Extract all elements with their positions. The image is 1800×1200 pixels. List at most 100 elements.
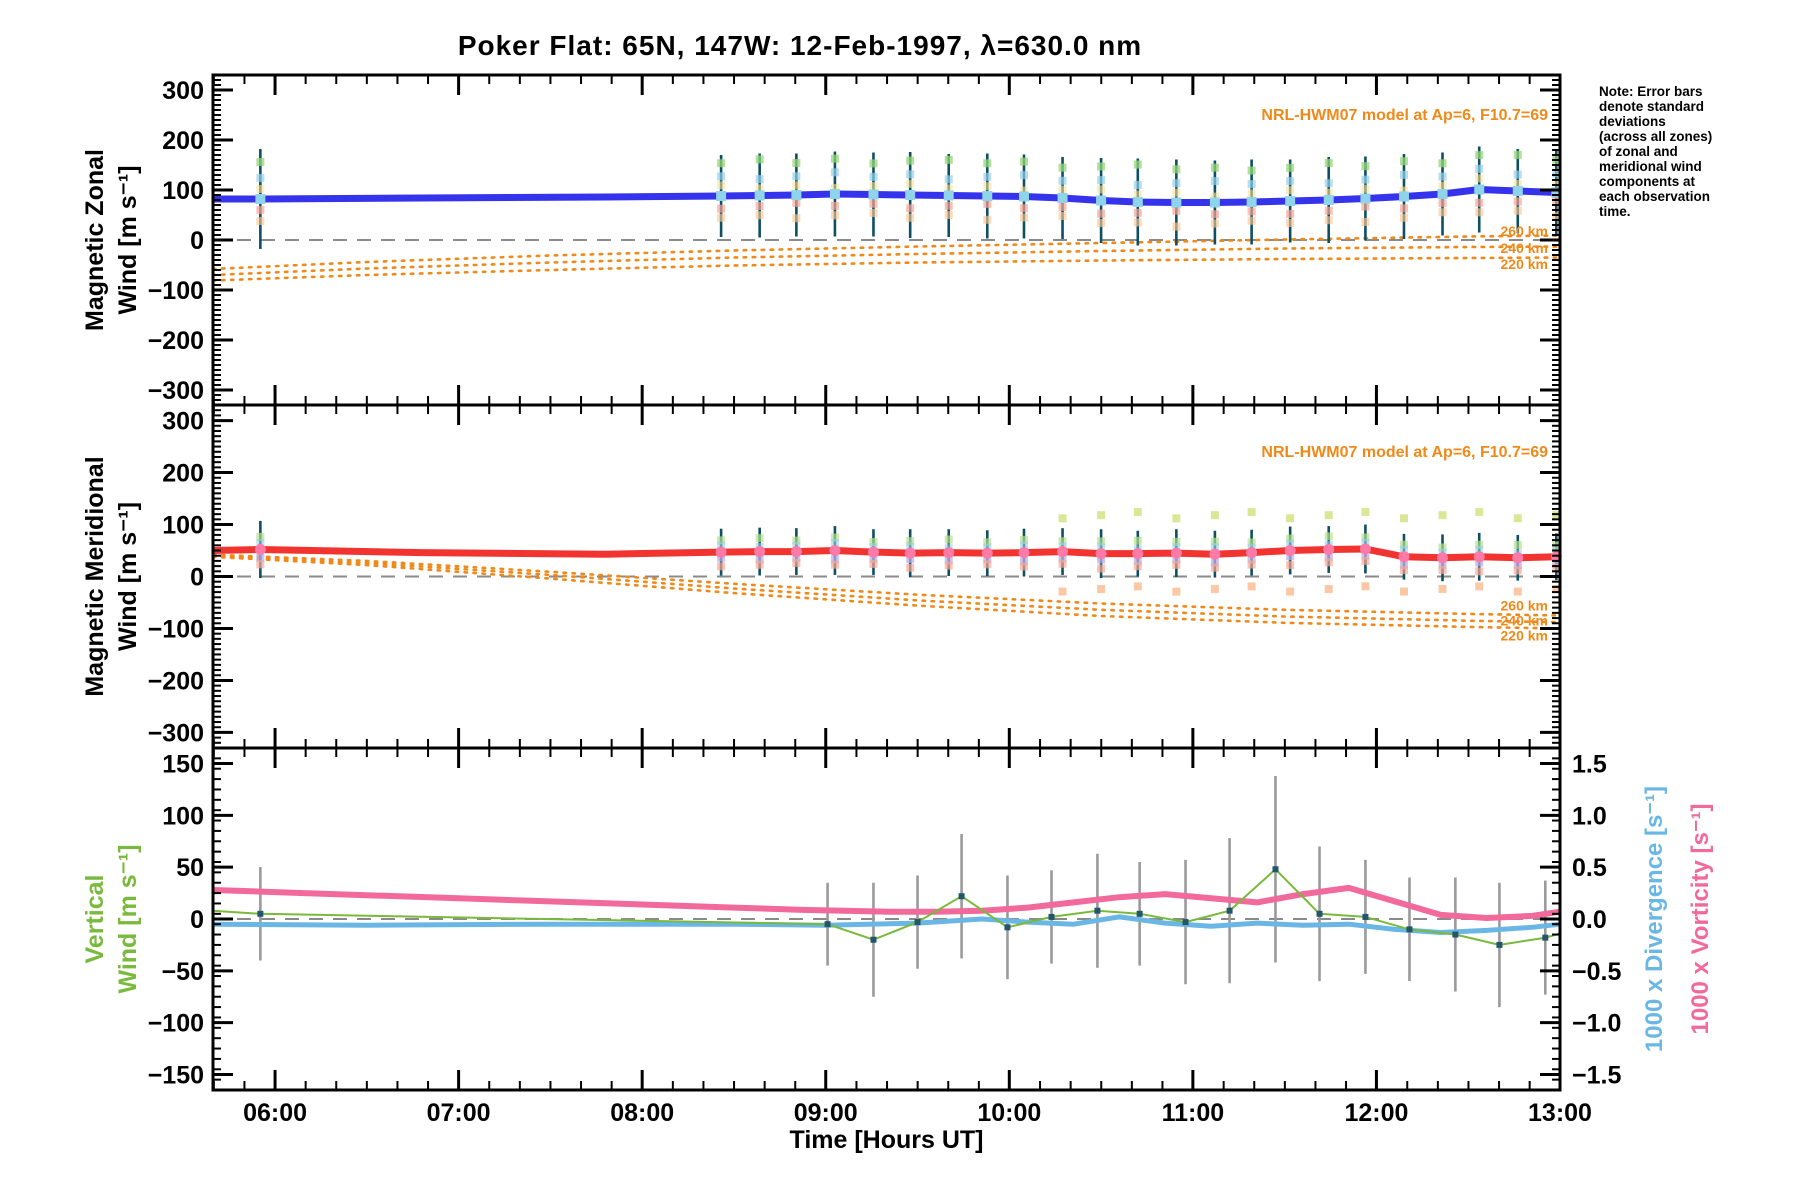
y-tick-label: −150	[148, 1061, 204, 1089]
zone-sample-marker	[1247, 555, 1256, 564]
y-tick-label: 100	[162, 512, 204, 540]
zone-sample-marker	[755, 155, 764, 164]
zone-sample-marker	[906, 542, 915, 551]
zone-sample-marker	[1058, 559, 1067, 568]
zone-marker-low	[1399, 587, 1408, 596]
zone-sample-marker	[1361, 162, 1370, 171]
right-y-tick-label: −0.5	[1572, 958, 1621, 986]
x-tick-label: 08:00	[610, 1099, 674, 1127]
zonal-obs-marker	[791, 190, 802, 200]
zone-sample-marker	[1210, 542, 1219, 551]
zone-sample-marker	[755, 560, 764, 569]
zone-marker-low	[1172, 587, 1181, 596]
zone-sample-marker	[1058, 203, 1067, 212]
zone-sample-marker	[1172, 560, 1181, 569]
zone-sample-marker	[1438, 543, 1447, 552]
zone-sample-marker	[944, 175, 953, 184]
zone-sample-marker	[1286, 209, 1295, 218]
zone-sample-marker	[1247, 538, 1256, 547]
zone-sample-marker	[830, 560, 839, 569]
zone-sample-marker	[1399, 204, 1408, 213]
model-curve-260-km	[211, 553, 1562, 617]
zonal-obs-marker	[716, 191, 727, 201]
right-axis-title-divergence: 1000 x Divergence [s⁻¹]	[1641, 786, 1668, 1052]
zone-sample-marker	[1019, 171, 1028, 180]
zone-marker-high	[1097, 511, 1106, 520]
meridional-obs-marker	[1095, 548, 1107, 560]
zone-sample-marker	[717, 536, 726, 545]
zone-sample-marker	[830, 154, 839, 163]
zonal-obs-marker	[1209, 197, 1220, 208]
zone-sample-marker	[1247, 180, 1256, 189]
meridional-obs-marker	[1512, 552, 1524, 564]
zone-marker-high	[1210, 511, 1219, 520]
right-y-tick-label: 1.5	[1572, 751, 1607, 779]
zone-sample-marker	[1286, 218, 1295, 227]
note-line: denote standard	[1599, 99, 1705, 114]
vertical-obs-marker	[1272, 866, 1279, 873]
zonal-obs-marker	[943, 190, 954, 201]
zone-sample-marker	[1133, 536, 1142, 545]
altitude-label: 240 km	[1501, 240, 1548, 256]
meridional-obs-marker	[981, 547, 993, 559]
zone-sample-marker	[906, 204, 915, 213]
zone-sample-marker	[792, 181, 801, 190]
zonal-obs-marker	[868, 189, 879, 200]
right-axis-title-vorticity: 1000 x Vorticity [s⁻¹]	[1687, 804, 1714, 1035]
model-curve-220-km	[211, 555, 1562, 630]
zone-sample-marker	[1133, 181, 1142, 190]
zone-sample-marker	[869, 208, 878, 217]
zone-sample-marker	[1133, 208, 1142, 217]
y-tick-label: −200	[148, 667, 204, 695]
zone-sample-marker	[983, 215, 992, 224]
note-line: (across all zones)	[1599, 129, 1713, 144]
y-axis-title-meridional-line1: Magnetic Meridional	[81, 456, 109, 696]
zone-sample-marker	[1475, 151, 1484, 160]
zone-sample-marker	[1058, 185, 1067, 194]
zone-sample-marker	[906, 213, 915, 222]
zone-sample-marker	[1247, 207, 1256, 216]
note-line: each observation	[1599, 189, 1711, 204]
zone-sample-marker	[1438, 565, 1447, 574]
zone-sample-marker	[1058, 537, 1067, 546]
y-tick-label: 200	[162, 460, 204, 488]
meridional-wind-line	[212, 545, 1560, 562]
vertical-obs-marker	[1048, 913, 1055, 920]
zone-sample-marker	[869, 182, 878, 191]
zone-sample-marker	[792, 541, 801, 550]
zone-sample-marker	[1097, 209, 1106, 218]
zone-marker-high	[1286, 514, 1295, 523]
y-tick-label: 0	[190, 564, 204, 592]
zone-sample-marker	[256, 158, 265, 166]
zone-sample-marker	[1133, 160, 1142, 169]
y-axis-title-vertical-line2: Wind [m s⁻¹]	[114, 844, 142, 993]
zone-sample-marker	[1019, 157, 1028, 166]
meridional-obs-marker	[867, 546, 879, 558]
meridional-obs-marker	[1209, 548, 1221, 560]
meridional-obs-marker	[1437, 552, 1449, 564]
y-tick-label: −100	[148, 615, 204, 643]
zone-sample-marker	[1513, 561, 1522, 570]
right-y-tick-label: −1.5	[1572, 1061, 1621, 1089]
zone-marker-high	[1438, 511, 1447, 520]
vertical-obs-marker	[1362, 913, 1369, 920]
zone-sample-marker	[1361, 533, 1370, 542]
zone-sample-marker	[1019, 557, 1028, 566]
zone-sample-marker	[1399, 213, 1408, 222]
meridional-obs-marker	[1132, 548, 1144, 560]
zone-sample-marker	[755, 202, 764, 210]
meridional-obs-marker	[1323, 543, 1335, 555]
vertical-obs-marker	[1316, 910, 1323, 917]
y-tick-label: 100	[162, 802, 204, 830]
zone-sample-marker	[1133, 218, 1142, 227]
zone-sample-marker	[983, 182, 992, 191]
zone-sample-marker	[1210, 558, 1219, 567]
zonal-obs-marker	[754, 190, 765, 201]
meridional-obs-marker	[904, 547, 916, 559]
zone-sample-marker	[1286, 186, 1295, 195]
zone-sample-marker	[1133, 562, 1142, 571]
zone-marker-low	[1552, 584, 1561, 593]
x-tick-label: 12:00	[1344, 1099, 1408, 1127]
zonal-obs-marker	[1246, 197, 1257, 207]
